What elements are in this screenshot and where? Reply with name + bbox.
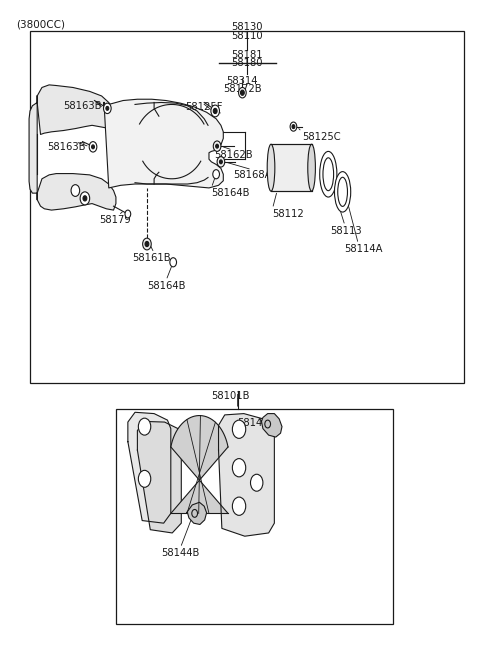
Text: 58314: 58314 [227, 76, 258, 86]
Ellipse shape [267, 144, 275, 191]
Text: 58162B: 58162B [214, 150, 252, 160]
Circle shape [239, 88, 246, 98]
Text: 58163B: 58163B [63, 100, 102, 111]
Text: 58172B: 58172B [223, 84, 262, 94]
Circle shape [216, 144, 218, 148]
Circle shape [104, 103, 111, 113]
Bar [116, 409, 393, 624]
Polygon shape [29, 96, 37, 200]
Circle shape [213, 170, 219, 179]
Ellipse shape [323, 158, 334, 191]
Polygon shape [128, 412, 171, 523]
Polygon shape [137, 421, 181, 533]
Text: 58168A: 58168A [233, 170, 271, 179]
Text: 58164B: 58164B [211, 188, 250, 198]
Circle shape [192, 510, 198, 517]
Text: 58163B: 58163B [47, 141, 85, 151]
Text: 58110: 58110 [231, 31, 263, 41]
Text: 58125F: 58125F [185, 102, 223, 113]
Circle shape [138, 470, 151, 487]
Polygon shape [187, 502, 206, 525]
Circle shape [232, 497, 246, 515]
Bar [271, 144, 312, 191]
Circle shape [217, 157, 225, 167]
Circle shape [213, 141, 221, 151]
Polygon shape [37, 174, 116, 210]
Polygon shape [37, 85, 116, 134]
Circle shape [143, 238, 151, 250]
Circle shape [240, 90, 244, 96]
Circle shape [170, 257, 177, 267]
Circle shape [92, 145, 95, 149]
Bar [30, 31, 464, 383]
Circle shape [145, 242, 149, 247]
Polygon shape [218, 413, 275, 536]
Ellipse shape [338, 178, 348, 206]
Text: 58144B: 58144B [161, 548, 200, 558]
Text: 58101B: 58101B [211, 392, 250, 402]
Circle shape [265, 420, 271, 428]
Circle shape [232, 420, 246, 438]
Polygon shape [262, 413, 282, 437]
Circle shape [213, 108, 217, 113]
Circle shape [211, 105, 219, 117]
Circle shape [219, 160, 222, 164]
Text: 58180: 58180 [231, 58, 263, 68]
Circle shape [106, 106, 109, 110]
Circle shape [138, 418, 151, 435]
Ellipse shape [308, 144, 315, 191]
Text: 58112: 58112 [273, 209, 304, 219]
Circle shape [80, 192, 90, 205]
Text: 58144B: 58144B [238, 417, 276, 428]
Circle shape [71, 185, 80, 196]
Text: 58181: 58181 [231, 50, 263, 60]
Circle shape [232, 458, 246, 477]
Text: 58130: 58130 [231, 22, 263, 32]
Circle shape [83, 196, 87, 201]
Text: 58113: 58113 [331, 226, 362, 236]
Circle shape [251, 474, 263, 491]
Circle shape [290, 122, 297, 131]
Text: 58161B: 58161B [132, 253, 171, 263]
Text: (3800CC): (3800CC) [16, 20, 65, 29]
Polygon shape [104, 99, 223, 188]
Text: 58179: 58179 [99, 215, 131, 225]
Text: 58164B: 58164B [147, 280, 185, 291]
Polygon shape [171, 415, 228, 514]
Text: 58125C: 58125C [302, 132, 341, 142]
Ellipse shape [320, 151, 337, 197]
Text: 58114A: 58114A [344, 244, 383, 254]
Circle shape [89, 141, 97, 152]
Circle shape [292, 124, 295, 128]
Ellipse shape [335, 172, 351, 212]
Circle shape [125, 210, 131, 218]
